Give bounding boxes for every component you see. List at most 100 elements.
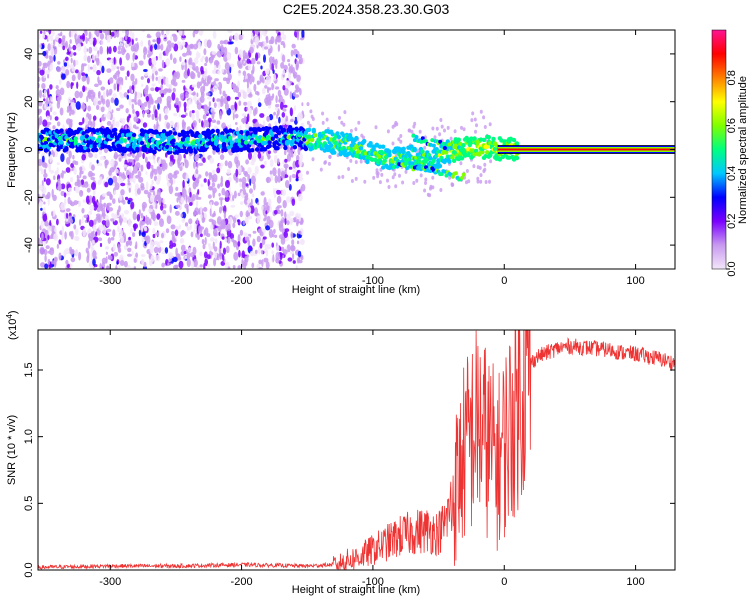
spectrogram-cell — [113, 45, 117, 53]
spectrogram-cell — [246, 81, 250, 90]
spectrogram-cell — [233, 251, 239, 261]
spectrogram-cell — [94, 83, 99, 88]
spectrogram-cell — [82, 175, 87, 180]
spectrogram-cell — [140, 164, 144, 172]
spectrogram-cell — [135, 37, 138, 42]
spectrogram-cell — [90, 176, 96, 181]
spectrogram-cell — [141, 201, 147, 209]
spectrogram-cell — [44, 103, 47, 110]
x-tick-label: -200 — [231, 275, 253, 287]
spectrogram-cell — [263, 257, 269, 263]
spectrogram-cell — [284, 217, 287, 225]
spectrogram-cell — [247, 65, 252, 70]
spectrogram-cell — [78, 91, 83, 99]
spectrogram-cell — [161, 59, 165, 69]
spectrogram-cell — [213, 139, 219, 144]
spectrogram-cell — [264, 85, 268, 89]
spectrogram-cell — [238, 49, 244, 58]
spectrogram-cell — [419, 139, 424, 144]
spectrogram-cell — [97, 215, 102, 223]
spectrogram-cell — [281, 116, 287, 126]
spectrogram-cell — [136, 214, 141, 222]
spectrogram-cell — [254, 165, 259, 175]
spectrogram-cell — [164, 247, 169, 254]
spectrogram-cell — [80, 179, 85, 186]
spectrogram-cell — [153, 221, 159, 227]
spectrogram-cell — [48, 130, 53, 135]
spectrogram-cell — [248, 107, 253, 115]
spectrogram-cell — [132, 47, 136, 52]
spectrogram-cell — [56, 147, 61, 152]
spectrogram-cell — [140, 254, 146, 257]
spectrogram-cell — [200, 86, 205, 94]
spectrogram-cell — [289, 210, 295, 217]
spectrogram-cell — [380, 172, 384, 177]
spectrogram-cell — [313, 133, 318, 138]
spectrogram-cell — [165, 77, 169, 86]
spectrogram-cell — [185, 112, 188, 117]
spectrogram-cell — [290, 231, 294, 239]
spectrogram-cell — [47, 258, 51, 266]
spectrogram-cell — [124, 33, 128, 41]
spectrogram-cell — [41, 83, 46, 90]
spectrogram-cell — [50, 96, 54, 102]
colorbar-tick-label: 0.0 — [726, 261, 738, 276]
spectrogram-cell — [136, 153, 140, 162]
spectrogram-cell — [130, 136, 135, 141]
spectrogram-cell — [393, 172, 397, 177]
spectrogram-cell — [68, 43, 71, 53]
spectrogram-cell — [116, 107, 121, 112]
spectrogram-cell — [57, 121, 61, 127]
spectrogram-cell — [155, 87, 159, 92]
spectrogram-cell — [253, 182, 256, 191]
spectrogram-cell — [277, 89, 282, 97]
spectrogram-cell — [113, 190, 117, 195]
spectrogram-cell — [239, 181, 242, 188]
spectrogram-cell — [78, 251, 82, 261]
spectrogram-cell — [171, 142, 176, 147]
spectrogram-cell — [267, 143, 272, 149]
spectrogram-cell — [88, 46, 93, 54]
spectrogram-cell — [59, 87, 65, 96]
spectrogram-cell — [100, 117, 105, 121]
spectrogram-cell — [108, 255, 113, 260]
spectrogram-cell — [268, 87, 272, 91]
spectrogram-cell — [151, 57, 155, 64]
spectrogram-cell — [212, 97, 215, 103]
spectrogram-cell — [199, 264, 203, 268]
spectrogram-cell — [132, 160, 135, 166]
spectrogram-cell — [293, 151, 297, 157]
spectrogram-cell — [58, 239, 62, 245]
spectrogram-cell — [205, 120, 210, 128]
spectrogram-cell — [47, 43, 51, 51]
spectrogram-cell — [86, 95, 89, 103]
spectrogram-cell — [65, 167, 71, 173]
spectrogram-cell — [114, 168, 119, 174]
spectrogram-cell — [221, 122, 227, 129]
spectrogram-cell — [178, 41, 182, 51]
spectrogram-cell — [203, 48, 207, 56]
spectrogram-cell — [265, 261, 270, 269]
spectrogram-cell — [220, 46, 225, 56]
spectrogram-cell — [66, 192, 71, 196]
spectrogram-cell — [479, 109, 483, 114]
spectrogram-cell — [129, 178, 134, 183]
spectrogram-cell — [161, 78, 164, 86]
spectrogram-cell — [158, 52, 163, 61]
spectrogram-cell — [117, 69, 120, 78]
spectrogram-cell — [155, 232, 160, 236]
spectrogram-cell — [220, 226, 225, 230]
spectrogram-cell — [47, 34, 51, 41]
spectrogram-cell — [174, 229, 179, 237]
spectrogram-cell — [167, 262, 170, 267]
spectrogram-cell — [175, 71, 181, 80]
spectrogram-cell — [119, 57, 122, 66]
spectrogram-cell — [224, 102, 230, 111]
spectrogram-cell — [112, 198, 116, 205]
spectrogram-cell — [53, 175, 56, 180]
spectrogram-cell — [342, 122, 346, 127]
spectrogram-cell — [224, 62, 230, 71]
spectrogram-cell — [276, 245, 280, 252]
spectrogram-cell — [203, 104, 208, 109]
spectrogram-cell — [226, 51, 231, 60]
